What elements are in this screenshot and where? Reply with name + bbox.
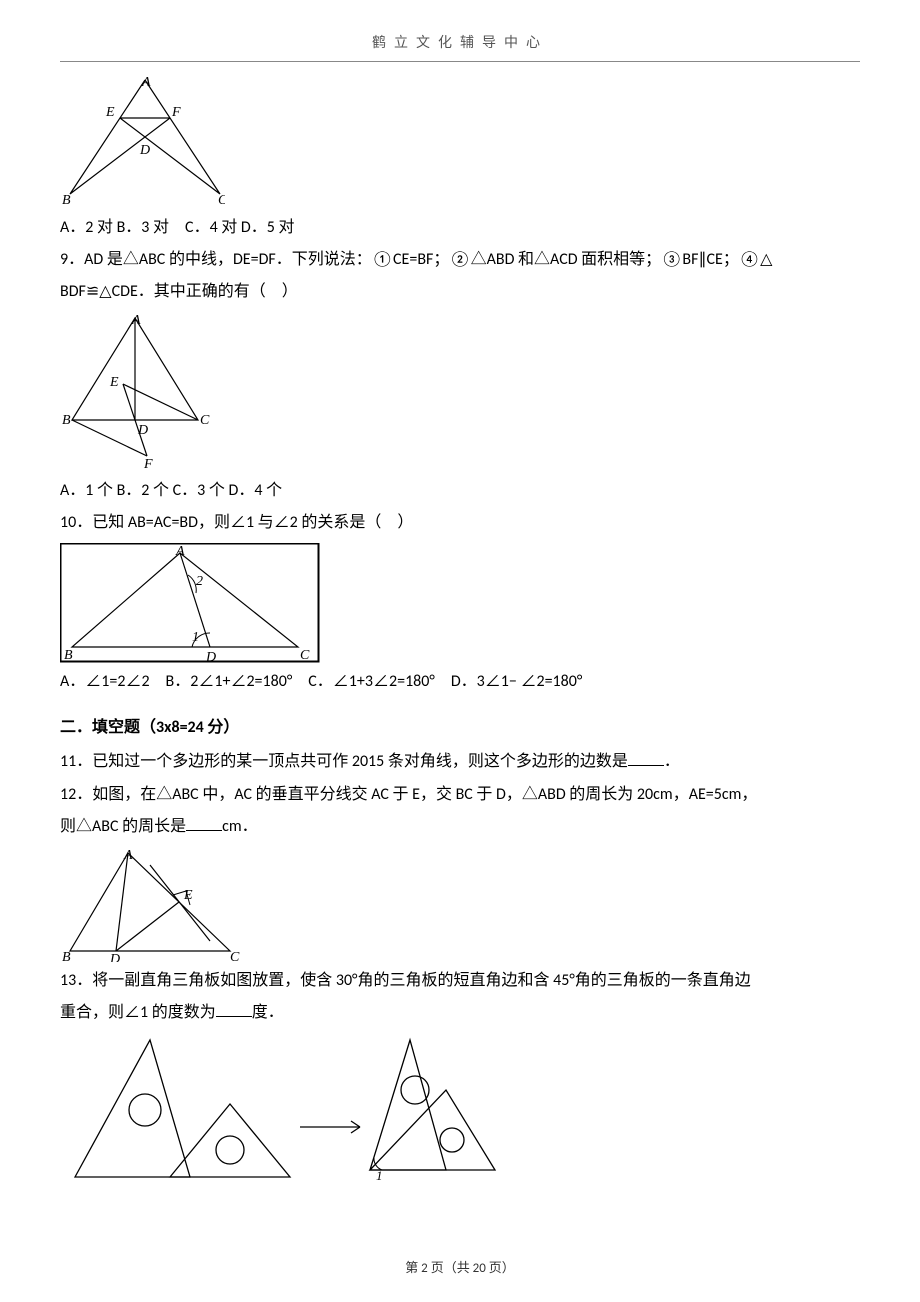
svg-text:1: 1	[192, 630, 199, 645]
svg-text:B: B	[62, 193, 71, 208]
q11-line: 11．已知过一个多边形的某一顶点共可作 2015 条对角线，则这个多边形的边数是…	[60, 747, 860, 777]
svg-text:D: D	[139, 143, 150, 158]
q10-stem: 10．已知 AB=AC=BD，则∠1 与∠2 的关系是（ ）	[60, 508, 860, 538]
q10-options: A．∠1=2∠2 B．2∠1+∠2=180° C．∠1+3∠2=180° D．3…	[60, 667, 860, 697]
svg-text:C: C	[218, 193, 225, 208]
svg-text:F: F	[143, 457, 153, 472]
svg-text:F: F	[171, 105, 181, 120]
svg-text:C: C	[300, 648, 310, 663]
svg-text:2: 2	[196, 574, 203, 589]
q13-stem-a: 13．将一副直角三角板如图放置，使含 30°角的三角板的短直角边和含 45°角的…	[60, 966, 860, 996]
q13-stem-b: 重合，则∠1 的度数为	[60, 1003, 216, 1022]
svg-text:C: C	[200, 413, 210, 428]
q12-stem-c: cm．	[222, 817, 258, 836]
q13-figure: 1	[60, 1032, 500, 1182]
q9-figure: A B C D E F	[60, 312, 210, 472]
svg-text:D: D	[205, 650, 216, 663]
q11-blank	[628, 750, 664, 766]
svg-text:D: D	[137, 423, 148, 438]
q13-blank	[216, 1001, 252, 1017]
q11-stem-a: 11．已知过一个多边形的某一顶点共可作 2015 条对角线，则这个多边形的边数是	[60, 752, 628, 771]
svg-text:B: B	[62, 950, 71, 962]
svg-text:E: E	[183, 888, 193, 903]
q12-stem-b: 则△ABC 的周长是	[60, 817, 186, 836]
q9-stem-b: BDF≌△CDE．其中正确的有（ ）	[60, 277, 860, 307]
svg-text:A: A	[175, 544, 185, 559]
svg-text:A: A	[131, 313, 141, 328]
svg-text:A: A	[141, 75, 151, 90]
q8-options: A．2 对 B．3 对 C．4 对 D．5 对	[60, 213, 860, 243]
svg-text:E: E	[105, 105, 115, 120]
q10-figure: A B C D 1 2	[60, 543, 325, 663]
q8-figure: A B C D E F	[60, 74, 225, 209]
q12-blank	[186, 815, 222, 831]
q11-stem-b: ．	[664, 752, 680, 771]
footer-text: 第 2 页（共 20 页）	[405, 1261, 515, 1276]
svg-text:1: 1	[376, 1168, 383, 1182]
page-header: 鹤立文化辅导中心	[60, 30, 860, 62]
page-content: A B C D E F A．2 对 B．3 对 C．4 对 D．5 对 9．AD…	[60, 74, 860, 1183]
svg-text:C: C	[230, 950, 240, 962]
q9-stem-a: 9．AD 是△ABC 的中线，DE=DF．下列说法：①CE=BF；②△ABD 和…	[60, 245, 860, 275]
svg-text:A: A	[123, 848, 133, 863]
q12-figure: A B C D E	[60, 847, 245, 962]
section-2-title: 二．填空题（3x8=24 分）	[60, 713, 860, 743]
q12-stem-a: 12．如图，在△ABC 中，AC 的垂直平分线交 AC 于 E，交 BC 于 D…	[60, 780, 860, 810]
q13-stem-c: 度．	[252, 1003, 284, 1022]
page-footer: 第 2 页（共 20 页）	[0, 1257, 920, 1282]
svg-text:E: E	[109, 375, 119, 390]
q12-line-b: 则△ABC 的周长是 cm．	[60, 812, 860, 842]
svg-text:B: B	[64, 648, 73, 663]
q13-line-b: 重合，则∠1 的度数为 度．	[60, 998, 860, 1028]
svg-text:B: B	[62, 413, 71, 428]
svg-text:D: D	[109, 952, 120, 962]
header-title: 鹤立文化辅导中心	[372, 34, 548, 51]
q9-options: A．1 个 B．2 个 C．3 个 D．4 个	[60, 476, 860, 506]
